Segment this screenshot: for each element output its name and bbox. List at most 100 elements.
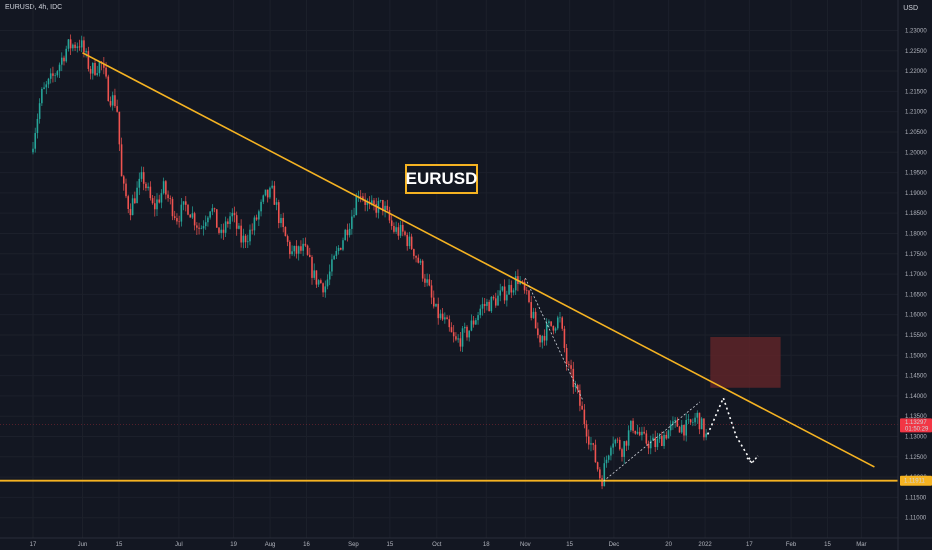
y-tick-label: 1.16500 xyxy=(905,292,927,298)
candle-body xyxy=(49,73,52,79)
candle-body xyxy=(399,224,402,236)
candle-body xyxy=(539,335,541,343)
candle-body xyxy=(207,217,209,223)
dotted-pattern-line xyxy=(603,401,701,482)
candle-body xyxy=(525,290,528,291)
candle-body xyxy=(342,240,344,250)
candle-body xyxy=(667,430,670,439)
candle-body xyxy=(277,202,280,224)
candle-body xyxy=(384,205,386,212)
candle-body xyxy=(472,320,475,325)
candle-body xyxy=(437,303,440,319)
candle-body xyxy=(114,95,116,107)
candle-body xyxy=(147,186,149,189)
candle-body xyxy=(641,431,643,436)
candle-body xyxy=(41,89,43,104)
candle-body xyxy=(178,221,180,223)
candle-body xyxy=(131,198,134,216)
resistance-zone xyxy=(710,337,781,388)
candle-body xyxy=(229,216,231,224)
candle-body xyxy=(678,426,681,433)
candle-body xyxy=(258,211,260,220)
candle-body xyxy=(676,419,679,427)
candle-body xyxy=(634,430,637,434)
candle-body xyxy=(623,441,626,457)
candle-body xyxy=(362,196,364,200)
candle-body xyxy=(315,270,318,285)
candle-body xyxy=(612,443,614,448)
candle-body xyxy=(481,304,484,309)
candle-body xyxy=(149,186,152,199)
candle-body xyxy=(264,189,267,196)
candle-body xyxy=(618,439,621,450)
candle-body xyxy=(306,245,309,255)
candle-body xyxy=(80,40,83,48)
candle-body xyxy=(240,225,242,243)
x-tick-label: Feb xyxy=(786,542,797,548)
candle-body xyxy=(302,243,304,251)
candle-body xyxy=(215,209,218,228)
candle-body xyxy=(173,216,176,219)
candle-body xyxy=(563,328,566,348)
candle-body xyxy=(244,235,247,243)
x-tick-label: 2022 xyxy=(698,542,712,548)
candle-body xyxy=(550,321,552,326)
candle-body xyxy=(477,315,479,321)
candle-body xyxy=(43,87,45,90)
candle-body xyxy=(703,418,705,438)
candle-body xyxy=(494,298,497,306)
y-tick-label: 1.17000 xyxy=(905,272,927,278)
candle-body xyxy=(286,236,289,242)
countdown-text: 01:50:29 xyxy=(905,426,929,432)
candle-body xyxy=(262,195,265,202)
candle-body xyxy=(282,217,285,228)
candle-body xyxy=(54,75,56,76)
candle-body xyxy=(125,183,127,197)
candle-body xyxy=(269,187,271,198)
y-tick-label: 1.17500 xyxy=(905,252,927,258)
candle-body xyxy=(209,211,211,218)
x-tick-label: Jun xyxy=(78,542,88,548)
symbol-info[interactable]: EURUSD, 4h, IDC xyxy=(5,4,63,11)
candle-body xyxy=(661,435,663,447)
x-tick-label: Oct xyxy=(432,542,442,548)
y-tick-label: 1.18000 xyxy=(905,231,927,237)
candle-body xyxy=(630,420,632,431)
x-tick-label: Mar xyxy=(856,542,866,548)
projection-path xyxy=(706,395,753,464)
candle-body xyxy=(444,317,446,320)
candle-body xyxy=(470,320,473,331)
candle-body xyxy=(503,286,506,301)
candle-body xyxy=(65,48,68,62)
candle-body xyxy=(501,286,504,291)
candle-body xyxy=(534,311,537,329)
y-tick-label: 1.21000 xyxy=(905,110,927,116)
candle-body xyxy=(158,199,161,203)
candle-body xyxy=(610,447,612,456)
candle-body xyxy=(204,222,207,227)
x-tick-label: 15 xyxy=(387,542,394,548)
candle-body xyxy=(685,419,688,436)
candle-body xyxy=(200,228,203,230)
candle-body xyxy=(475,320,477,325)
candle-body xyxy=(127,196,130,209)
candle-body xyxy=(344,229,347,241)
chart-title-annotation[interactable]: EURUSD xyxy=(405,164,478,194)
candle-body xyxy=(333,255,335,260)
y-tick-label: 1.22500 xyxy=(905,49,927,55)
candle-body xyxy=(351,216,353,229)
candle-body xyxy=(346,229,349,236)
candle-body xyxy=(419,260,422,263)
candle-body xyxy=(83,40,85,53)
currency-label[interactable]: USD xyxy=(903,5,918,12)
candle-body xyxy=(649,440,652,449)
candle-body xyxy=(492,296,495,299)
candle-body xyxy=(521,281,524,282)
candle-body xyxy=(136,187,138,204)
candle-body xyxy=(89,68,92,74)
candle-body xyxy=(32,148,34,153)
candle-body xyxy=(218,227,220,233)
x-tick-label: 17 xyxy=(746,542,753,548)
candle-body xyxy=(67,39,70,49)
